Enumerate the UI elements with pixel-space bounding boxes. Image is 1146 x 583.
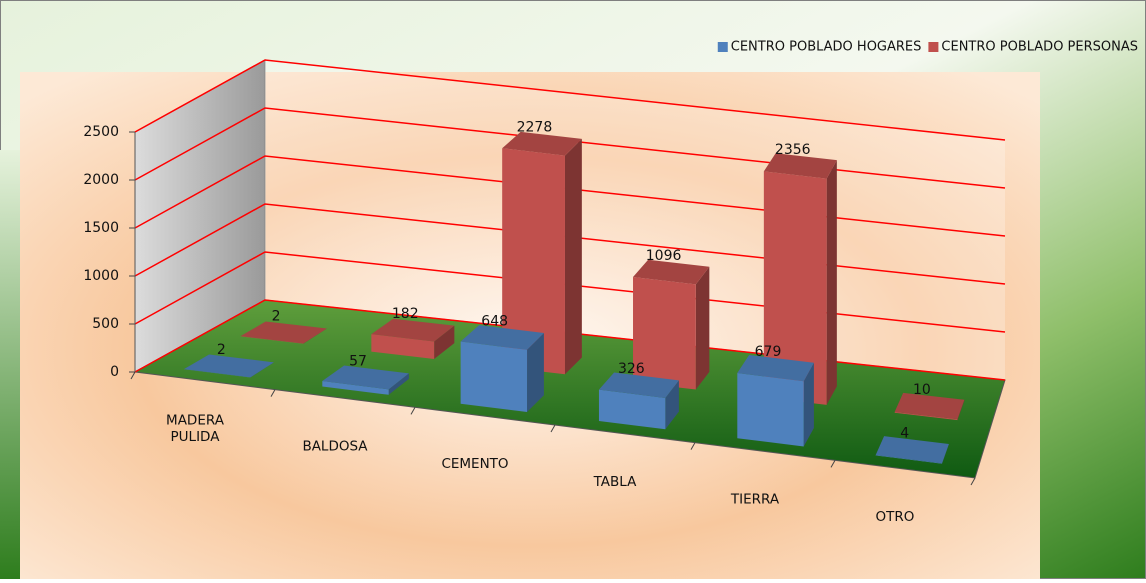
- y-tick-label: 2000: [83, 172, 119, 188]
- x-tick-label: OTRO: [876, 509, 915, 525]
- bar-top: [894, 392, 965, 420]
- x-tick-mark: [970, 477, 976, 486]
- grid-line: [134, 155, 1006, 237]
- bar: [502, 131, 582, 375]
- bar-side: [957, 399, 965, 421]
- bar-top: [875, 436, 949, 464]
- grid-line: [134, 251, 1006, 333]
- bar-top: [322, 365, 409, 390]
- bar-front: [737, 373, 804, 447]
- bar-front: [502, 148, 565, 375]
- x-tick-label: TABLA: [593, 474, 638, 490]
- data-label: 2356: [775, 142, 811, 158]
- data-label: 2: [217, 342, 226, 358]
- bar-top: [737, 354, 814, 382]
- data-label: 326: [618, 361, 645, 377]
- bar: [183, 354, 274, 378]
- x-tick-mark: [130, 371, 136, 380]
- bar: [240, 321, 327, 344]
- bar: [763, 153, 837, 405]
- data-label: 2: [272, 308, 281, 324]
- y-tick-label: 1500: [83, 220, 119, 236]
- x-tick-mark: [270, 389, 276, 397]
- x-tick-label: CEMENTO: [441, 456, 508, 472]
- bar: [875, 436, 949, 464]
- bar: [322, 365, 409, 395]
- bar-top: [240, 321, 327, 344]
- bar-front: [240, 336, 304, 344]
- data-label: 10: [913, 382, 931, 398]
- y-tick-label: 0: [110, 364, 119, 380]
- x-tick-mark: [410, 407, 416, 415]
- bar: [460, 325, 544, 413]
- bar-top: [598, 372, 679, 398]
- bar-front: [371, 334, 435, 359]
- data-label: 679: [755, 344, 782, 360]
- bar-side: [303, 328, 327, 344]
- grid-line: [134, 299, 1006, 381]
- bar-side: [564, 138, 582, 375]
- bar-side: [665, 380, 679, 430]
- legend-swatch: [928, 42, 939, 52]
- bar-top: [763, 153, 837, 179]
- bar-side: [695, 266, 710, 390]
- bar-front: [875, 455, 943, 464]
- bar-side: [250, 362, 274, 378]
- bar-top: [183, 354, 274, 378]
- data-label: 2278: [517, 120, 553, 136]
- y-tick-label: 2500: [83, 124, 119, 140]
- bar-side: [388, 373, 409, 395]
- y-tick-label: 1000: [83, 268, 119, 284]
- grid-line: [134, 203, 1006, 285]
- legend-label: CENTRO POBLADO PERSONAS: [941, 40, 1138, 55]
- legend-swatch: [717, 42, 728, 52]
- bar-side: [434, 325, 455, 359]
- bar-front: [763, 171, 827, 405]
- x-tick-mark: [690, 442, 696, 450]
- bar-front: [598, 389, 666, 430]
- bar-side: [527, 333, 544, 413]
- bar-top: [371, 318, 455, 342]
- data-label: 648: [481, 313, 508, 329]
- bar-front: [183, 369, 251, 378]
- grid-line: [134, 107, 1006, 189]
- x-tick-label: TIERRA: [730, 492, 780, 508]
- bar-top: [502, 131, 582, 156]
- bar-top: [460, 325, 544, 350]
- bar: [894, 392, 965, 421]
- plot-side: [0, 150, 20, 579]
- x-tick-label: BALDOSA: [302, 439, 368, 455]
- bar: [737, 354, 814, 447]
- x-tick-mark: [830, 460, 836, 468]
- y-tick-label: 500: [92, 316, 119, 332]
- grid-line: [134, 59, 1006, 141]
- bar-front: [460, 341, 528, 413]
- bar-top: [633, 259, 710, 285]
- bar: [371, 318, 455, 359]
- bar-front: [633, 277, 696, 390]
- bar-side: [826, 160, 837, 405]
- bar-front: [894, 411, 958, 421]
- x-tick-mark: [550, 424, 556, 433]
- data-label: 182: [392, 306, 419, 322]
- bar: [633, 259, 710, 390]
- legend-label: CENTRO POBLADO HOGARES: [731, 40, 922, 55]
- data-label: 1096: [646, 248, 682, 264]
- data-label: 57: [349, 353, 367, 369]
- bar-front: [322, 381, 389, 395]
- x-tick-label: MADERA PULIDA: [166, 413, 225, 445]
- bar-side: [942, 443, 949, 464]
- data-label: 4: [900, 426, 909, 442]
- bar: [598, 372, 679, 430]
- bar-side: [803, 362, 814, 447]
